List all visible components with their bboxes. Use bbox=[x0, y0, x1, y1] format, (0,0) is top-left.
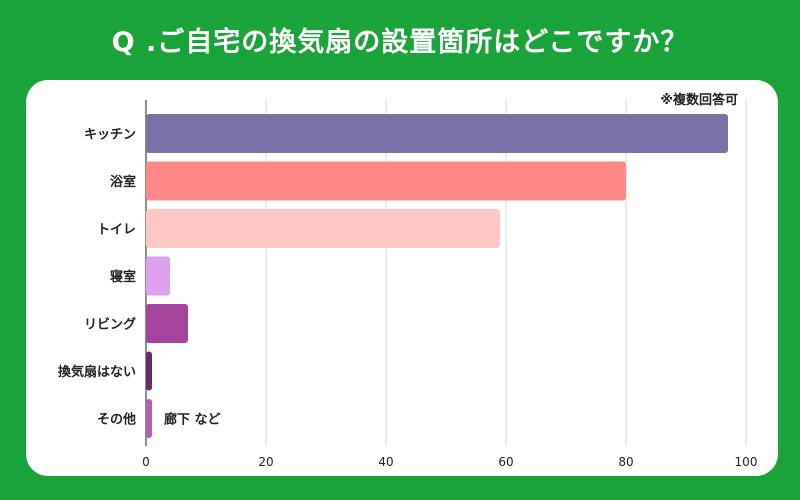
x-axis-ticks: 0 20 40 60 80 100 bbox=[142, 455, 757, 469]
x-tick-label: 100 bbox=[735, 455, 758, 469]
bar-4 bbox=[146, 256, 170, 296]
chart-title: Q .ご自宅の換気扇の設置箇所はどこですか？ bbox=[111, 27, 689, 58]
category-label: キッチン bbox=[84, 128, 136, 143]
bars bbox=[146, 114, 728, 438]
annotations: 廊下 など bbox=[164, 412, 221, 428]
x-tick-label: 0 bbox=[142, 455, 150, 469]
annotation-label: 廊下 など bbox=[164, 412, 221, 428]
bar-7 bbox=[146, 399, 152, 438]
chart-panel: ※複数回答可 キッチン浴室トイレ寝室リビング換気扇はないその他 0 20 40 60 8… bbox=[26, 80, 778, 476]
bar-3 bbox=[146, 209, 500, 248]
x-tick-label: 20 bbox=[258, 455, 273, 469]
category-label: その他 bbox=[97, 412, 136, 428]
bar-5 bbox=[146, 304, 188, 343]
multiple-answers-note: ※複数回答可 bbox=[660, 93, 738, 108]
category-label: リビング bbox=[84, 317, 136, 333]
x-tick-label: 60 bbox=[498, 455, 513, 469]
bar-2 bbox=[146, 161, 626, 201]
category-label: 換気扇はない bbox=[58, 364, 136, 380]
category-label: 寝室 bbox=[110, 269, 136, 285]
x-tick-label: 40 bbox=[378, 455, 393, 469]
x-tick-label: 80 bbox=[618, 455, 633, 469]
bar-6 bbox=[146, 351, 152, 391]
category-label: トイレ bbox=[97, 223, 136, 238]
category-label: 浴室 bbox=[110, 174, 136, 190]
bar-1 bbox=[146, 114, 728, 153]
